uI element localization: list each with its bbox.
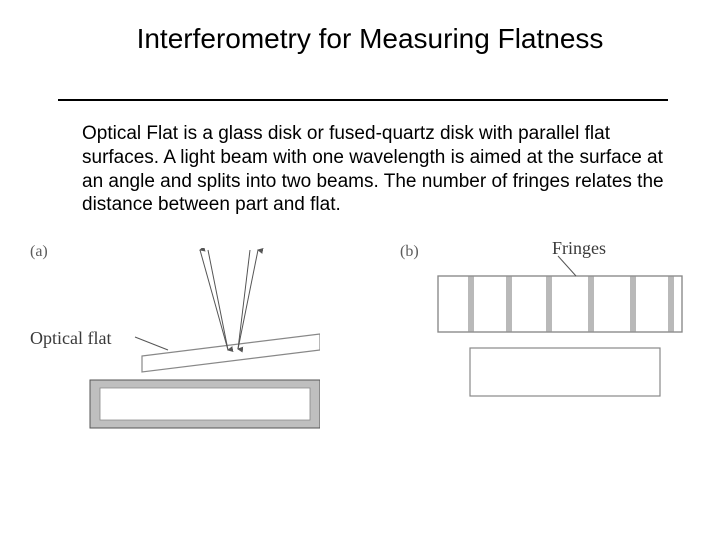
body-paragraph: Optical Flat is a glass disk or fused-qu… [82, 122, 677, 217]
diagram-a [60, 248, 320, 448]
slide-title: Interferometry for Measuring Flatness [130, 22, 610, 56]
title-underline [58, 99, 668, 101]
diagram-b [430, 248, 690, 418]
subfigure-label-a: (a) [30, 243, 48, 261]
subfigure-label-b: (b) [400, 243, 419, 261]
